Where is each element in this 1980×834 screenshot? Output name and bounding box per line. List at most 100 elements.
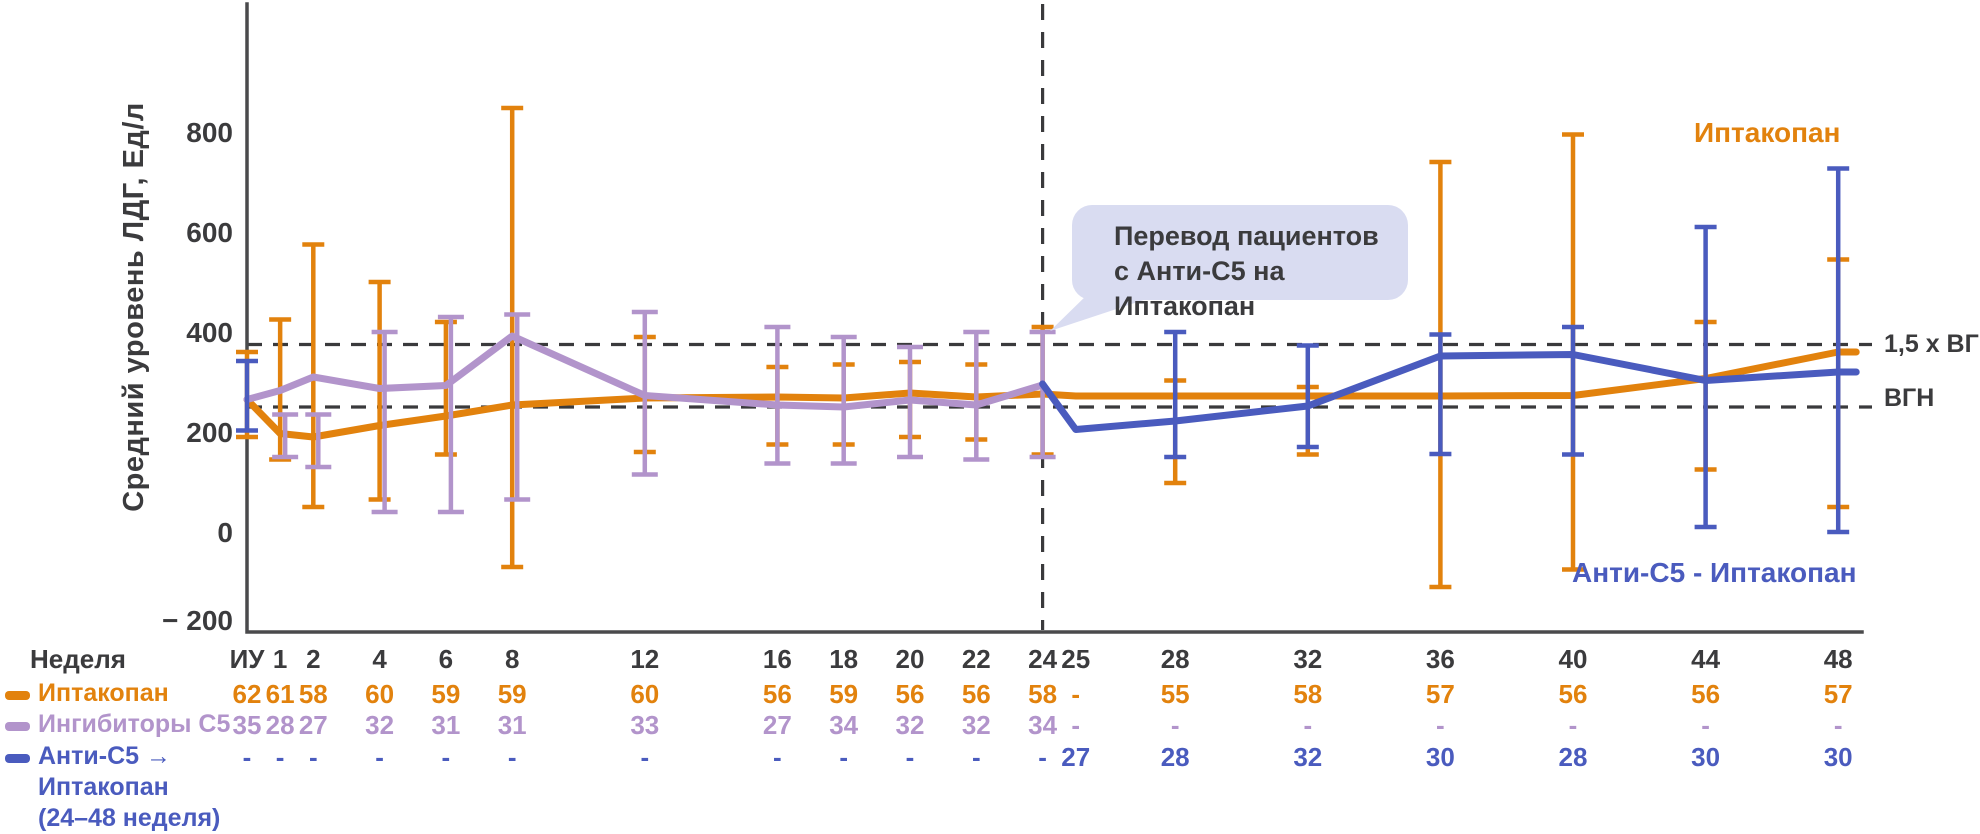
c5-inhibitors-n-value: 32 — [895, 710, 925, 740]
iptacopan-n-value: 56 — [961, 679, 991, 709]
ref-line-label-uln: ВГН — [1884, 384, 1935, 412]
week-label: 4 — [372, 644, 387, 674]
anti-c5-to-iptacopan-n-value: 32 — [1293, 742, 1323, 772]
week-label: 25 — [1061, 644, 1091, 674]
switch-callout: Перевод пациентов с Анти-С5 на Иптакопан — [1072, 205, 1408, 321]
iptacopan-n-value: 56 — [895, 679, 925, 709]
iptacopan-n-value: 58 — [1293, 679, 1323, 709]
week-label: 8 — [504, 644, 520, 674]
y-tick-label: 400 — [186, 317, 233, 348]
week-label: 12 — [630, 644, 660, 674]
anti-c5-to-iptacopan-n-value: 27 — [1061, 742, 1091, 772]
c5-inhibitors-n-value: - — [1071, 710, 1081, 740]
anti-c5-to-iptacopan-n-value: - — [1038, 742, 1047, 772]
anti-c5-to-iptacopan-n-value: - — [971, 742, 981, 772]
iptacopan-n-value: 58 — [298, 679, 328, 709]
anti-c5-to-iptacopan-n-value: 28 — [1558, 742, 1588, 772]
anti-c5-to-iptacopan-n-value: - — [905, 742, 915, 772]
anti-c5-to-iptacopan-n-value: 30 — [1425, 742, 1455, 772]
c5-inhibitors-n-value: 27 — [762, 710, 792, 740]
iptacopan-n-value: 56 — [762, 679, 792, 709]
iptacopan-n-value: 57 — [1823, 679, 1853, 709]
anti-c5-legend-label-line1: Анти-С5 → — [38, 742, 171, 770]
c5-inhibitors-n-value: - — [1701, 710, 1710, 740]
anti-c5-to-iptacopan-n-value: - — [375, 742, 384, 772]
week-label: 16 — [762, 644, 792, 674]
week-label: 18 — [829, 644, 859, 674]
c5-inhibitors-n-value: 35 — [232, 710, 262, 740]
anti-c5-to-iptacopan-n-value: 30 — [1691, 742, 1721, 772]
week-label: 6 — [438, 644, 454, 674]
c5-inhibitors-line — [243, 332, 1047, 411]
y-axis-title: Средний уровень ЛДГ, Ед/л — [118, 102, 150, 512]
c5-inhibitors-n-value: 31 — [497, 710, 527, 740]
iptacopan-n-value: 56 — [1558, 679, 1588, 709]
anti-c5-legend-label-line2: Иптакопан — [38, 773, 169, 801]
y-tick-label: 800 — [186, 117, 233, 148]
axes — [245, 2, 1864, 634]
week-label: 36 — [1425, 644, 1455, 674]
week-label: 22 — [961, 644, 991, 674]
anti-c5-to-iptacopan-n-value: 28 — [1160, 742, 1190, 772]
iptacopan-line — [243, 348, 1860, 441]
c5-inhibitors-legend-label: Ингибиторы С5 — [38, 710, 231, 738]
y-tick-label: 0 — [217, 517, 233, 548]
anti-c5-legend-swatch — [5, 754, 30, 763]
c5-inhibitors-n-value: - — [1568, 710, 1578, 740]
iptacopan-n-value: 56 — [1691, 679, 1721, 709]
iptacopan-n-value: 62 — [232, 679, 262, 709]
c5-inhibitors-n-value: 28 — [265, 710, 295, 740]
c5-inhibitors-n-value: - — [1833, 710, 1843, 740]
c5-inhibitors-n-value: 27 — [298, 710, 328, 740]
week-label: 44 — [1691, 644, 1721, 674]
c5-inhibitors-n-value: 32 — [961, 710, 991, 740]
ref-line-label-1-5-uln: 1,5 х ВГН — [1884, 330, 1980, 358]
week-label: 1 — [272, 644, 288, 674]
iptacopan-n-value: 60 — [365, 679, 395, 709]
anti-c5-to-iptacopan-n-value: - — [275, 742, 285, 772]
y-tick-label: 200 — [186, 417, 233, 448]
week-label: 2 — [306, 644, 321, 674]
c5-inhibitors-n-value: 34 — [829, 710, 859, 740]
anti-c5-to-iptacopan-n-value: - — [640, 742, 650, 772]
iptacopan-n-value: 59 — [497, 679, 527, 709]
week-row-label: Неделя — [30, 644, 126, 674]
anti-c5-to-iptacopan-n-value: 30 — [1823, 742, 1853, 772]
iptacopan-n-value: - — [1071, 679, 1081, 709]
anti-c5-to-iptacopan-n-value: - — [242, 742, 252, 772]
anti-c5-to-iptacopan-n-value: - — [308, 742, 318, 772]
week-label: 32 — [1293, 644, 1323, 674]
anti-c5-iptacopan-series-label: Анти-С5 - Иптакопан — [1572, 557, 1857, 588]
c5-inhibitors-n-value: 32 — [365, 710, 395, 740]
week-label: ИУ — [229, 644, 265, 674]
callout-line2: с Анти-С5 на Иптакопан — [1114, 256, 1285, 321]
iptacopan-n-value: 59 — [829, 679, 859, 709]
c5-inhibitors-n-value: - — [1170, 710, 1180, 740]
c5-inhibitors-legend-swatch — [5, 722, 30, 731]
anti-c5-to-iptacopan-line — [1039, 351, 1860, 433]
c5-inhibitors-n-value: - — [1303, 710, 1313, 740]
callout-tail — [1050, 292, 1168, 331]
callout-line1: Перевод пациентов — [1114, 221, 1379, 251]
week-label: 48 — [1823, 644, 1853, 674]
iptacopan-series-label: Иптакопан — [1694, 117, 1841, 148]
anti-c5-to-iptacopan-n-value: - — [441, 742, 451, 772]
iptacopan-legend-label: Иптакопан — [38, 679, 169, 707]
week-label: 28 — [1160, 644, 1190, 674]
c5-inhibitors-n-value: 33 — [630, 710, 660, 740]
c5-inhibitors-n-value: 34 — [1028, 710, 1058, 740]
week-label: 40 — [1558, 644, 1588, 674]
c5-inhibitors-n-value: 31 — [431, 710, 461, 740]
anti-c5-to-iptacopan-n-value: - — [839, 742, 849, 772]
week-label: 20 — [895, 644, 925, 674]
iptacopan-n-value: 60 — [630, 679, 660, 709]
iptacopan-n-value: 59 — [431, 679, 461, 709]
anti-c5-to-iptacopan-n-value: - — [773, 742, 782, 772]
iptacopan-n-value: 61 — [265, 679, 295, 709]
anti-c5-legend-label-line3: (24–48 неделя) — [38, 804, 221, 832]
c5-inhibitors-n-value: - — [1436, 710, 1445, 740]
iptacopan-n-value: 58 — [1028, 679, 1058, 709]
week-label: 24 — [1028, 644, 1058, 674]
